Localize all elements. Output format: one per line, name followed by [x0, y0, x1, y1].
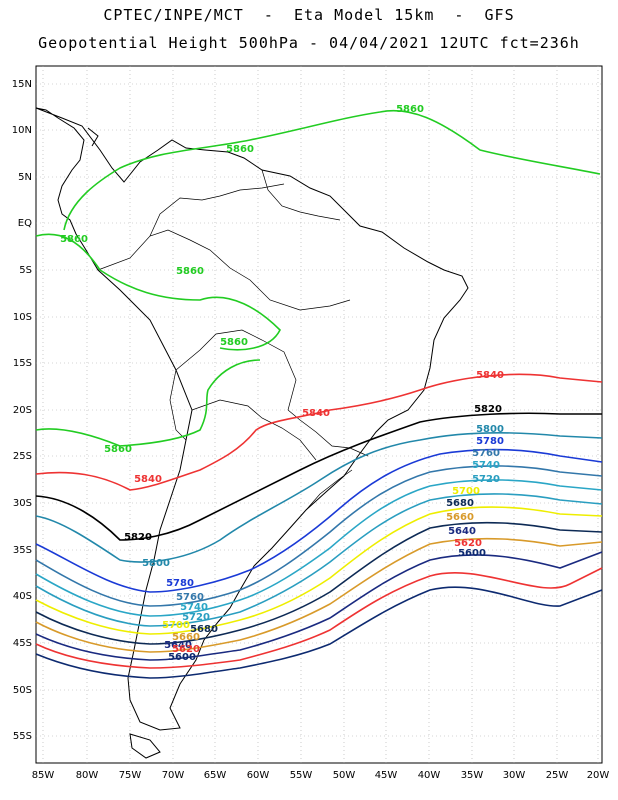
lat-tick-label: EQ — [18, 218, 32, 229]
contour-label-5740: 5740 — [180, 602, 208, 613]
contour-line-5820 — [35, 412, 602, 541]
contour-label-5740: 5740 — [472, 460, 500, 471]
lat-tick-label: 10S — [13, 312, 32, 323]
contour-label-5660: 5660 — [172, 632, 200, 643]
lon-tick-label: 40W — [418, 770, 441, 781]
chart-subtitle: Geopotential Height 500hPa - 04/04/2021 … — [38, 34, 580, 52]
lat-tick-label: 25S — [13, 451, 32, 462]
contour-label-5760: 5760 — [472, 448, 500, 459]
contour-label-5700: 5700 — [162, 620, 190, 631]
contour-label-5860: 5860 — [226, 144, 254, 155]
lon-tick-label: 20W — [587, 770, 610, 781]
lat-tick-label: 50S — [13, 685, 32, 696]
height-contours: 5860 5860 5860 5860 5860 5860 5840 5840 5840 5820… — [35, 104, 603, 679]
contour-label-5840: 5840 — [476, 370, 504, 381]
lat-tick-label: 10N — [12, 125, 32, 136]
contour-label-5860: 5860 — [176, 266, 204, 277]
lat-tick-label: 30S — [13, 498, 32, 509]
lon-tick-label: 45W — [375, 770, 398, 781]
lon-tick-label: 55W — [290, 770, 313, 781]
contour-line-5700 — [35, 506, 603, 635]
contour-label-5700: 5700 — [452, 486, 480, 497]
contour-line-5840 — [35, 373, 603, 491]
contour-label-5680: 5680 — [190, 624, 218, 635]
lat-tick-label: 5S — [19, 265, 32, 276]
contour-label-5620: 5620 — [172, 644, 200, 655]
lat-tick-label: 45S — [13, 638, 32, 649]
contour-label-5840: 5840 — [134, 474, 162, 485]
contour-label-5720: 5720 — [472, 474, 500, 485]
contour-label-5600: 5600 — [458, 548, 486, 559]
contour-label-5820: 5820 — [124, 532, 152, 543]
contour-label-5820: 5820 — [474, 404, 502, 415]
contour-label-5860: 5860 — [104, 444, 132, 455]
lat-tick-label: 20S — [13, 405, 32, 416]
lon-tick-label: 85W — [32, 770, 55, 781]
contour-label-5800: 5800 — [476, 424, 504, 435]
contour-line-5740 — [35, 479, 603, 617]
lon-tick-label: 80W — [76, 770, 99, 781]
lon-tick-label: 50W — [333, 770, 356, 781]
contour-label-5760: 5760 — [176, 592, 204, 603]
contour-line-5860 — [35, 109, 601, 447]
contour-line-5760 — [35, 465, 603, 607]
contour-label-5860: 5860 — [396, 104, 424, 115]
lat-tick-label: 15S — [13, 358, 32, 369]
contour-label-5780: 5780 — [166, 578, 194, 589]
lon-tick-label: 60W — [247, 770, 270, 781]
coastline — [35, 107, 469, 759]
lon-tick-label: 35W — [461, 770, 484, 781]
contour-line-5600 — [35, 586, 603, 679]
lat-tick-label: 35S — [13, 545, 32, 556]
contour-line-5640 — [35, 551, 603, 661]
contour-label-5720: 5720 — [182, 612, 210, 623]
chart-title: CPTEC/INPE/MCT - Eta Model 15km - GFS — [103, 6, 515, 24]
lat-tick-label: 40S — [13, 591, 32, 602]
lat-tick-label: 5N — [18, 172, 32, 183]
contour-line-5800 — [35, 431, 603, 563]
contour-label-5860: 5860 — [220, 337, 248, 348]
contour-label-5640: 5640 — [448, 526, 476, 537]
contour-label-5640: 5640 — [164, 640, 192, 651]
lat-tick-label: 15N — [12, 79, 32, 90]
contour-line-5680 — [35, 521, 603, 645]
contour-label-5800: 5800 — [142, 558, 170, 569]
contour-line-5660 — [35, 537, 603, 653]
lon-tick-label: 30W — [503, 770, 526, 781]
contour-label-5780: 5780 — [476, 436, 504, 447]
contour-label-5680: 5680 — [446, 498, 474, 509]
lon-tick-label: 70W — [162, 770, 185, 781]
country-borders — [97, 169, 369, 511]
lon-tick-label: 75W — [119, 770, 142, 781]
contour-line-5720 — [35, 493, 603, 627]
lat-tick-label: 55S — [13, 731, 32, 742]
contour-label-5860: 5860 — [60, 234, 88, 245]
lon-tick-label: 65W — [204, 770, 227, 781]
contour-label-5660: 5660 — [446, 512, 474, 523]
contour-line-5620 — [35, 567, 603, 669]
lon-tick-label: 25W — [546, 770, 569, 781]
contour-label-5600: 5600 — [168, 652, 196, 663]
contour-line-5780 — [35, 448, 603, 593]
contour-label-5620: 5620 — [454, 538, 482, 549]
contour-label-5840: 5840 — [302, 408, 330, 419]
